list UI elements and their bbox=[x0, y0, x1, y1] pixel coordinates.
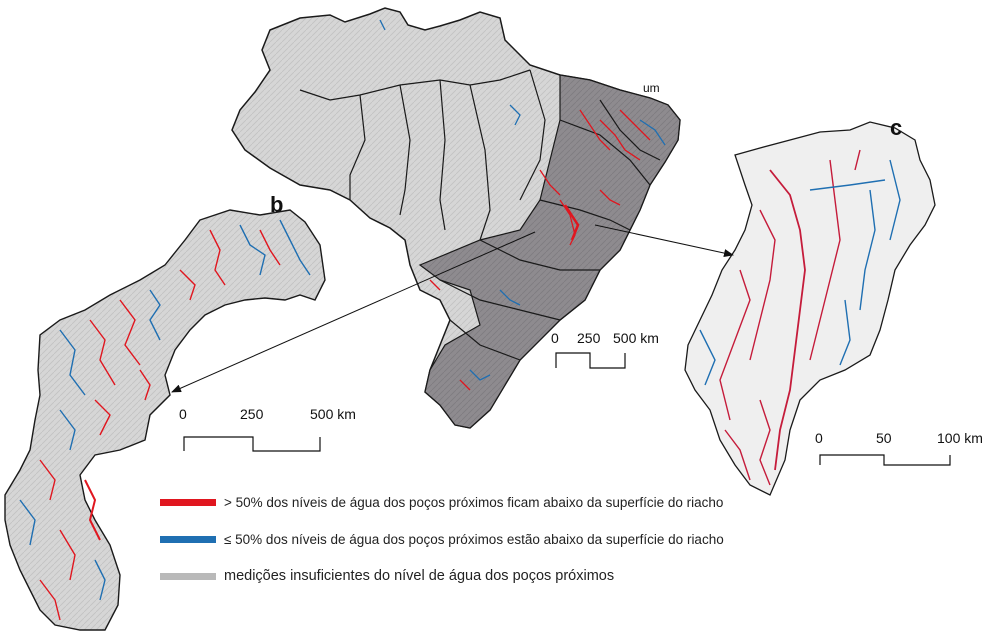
basin-b-streams bbox=[19, 219, 311, 621]
legend-label-gray: medições insuficientes do nível de água … bbox=[224, 568, 615, 584]
legend-swatch-red bbox=[160, 498, 216, 506]
basin-c-outline bbox=[684, 121, 936, 496]
scale-bar-a: 0 250 500 km bbox=[551, 330, 659, 369]
panel-c-subbasin-map: c 0 50 100 km bbox=[684, 115, 983, 496]
scale-b-tick-2: 500 km bbox=[310, 406, 356, 422]
scale-c-tick-2: 100 km bbox=[937, 430, 983, 446]
arrow-to-panel-b bbox=[171, 231, 536, 393]
scale-a-tick-0: 0 bbox=[551, 330, 559, 346]
legend-item-red: > 50% dos níveis de água dos poços próxi… bbox=[160, 492, 800, 512]
panel-c-letter: c bbox=[890, 115, 902, 140]
legend-label-red: > 50% dos níveis de água dos poços próxi… bbox=[224, 494, 724, 510]
scale-bar-c: 0 50 100 km bbox=[815, 430, 983, 466]
scale-a-tick-2: 500 km bbox=[613, 330, 659, 346]
panel-a-letter: um bbox=[643, 81, 660, 95]
brazil-basin-borders bbox=[299, 69, 661, 361]
basin-c-streams bbox=[699, 149, 901, 486]
legend-label-blue: ≤ 50% dos níveis de água dos poços próxi… bbox=[224, 531, 724, 547]
scale-a-tick-1: 250 bbox=[577, 330, 601, 346]
legend-swatch-gray bbox=[160, 572, 216, 580]
legend-item-blue: ≤ 50% dos níveis de água dos poços próxi… bbox=[160, 529, 800, 549]
legend-swatch-blue bbox=[160, 535, 216, 543]
scale-b-tick-0: 0 bbox=[179, 406, 187, 422]
scale-bar-b: 0 250 500 km bbox=[179, 406, 356, 452]
legend-item-gray: medições insuficientes do nível de água … bbox=[160, 566, 800, 586]
basin-b-outline bbox=[4, 209, 326, 631]
scale-b-tick-1: 250 bbox=[240, 406, 264, 422]
panel-b-letter: b bbox=[270, 192, 283, 217]
panel-a-brazil-map: um 0 250 500 km bbox=[231, 7, 681, 429]
arrow-to-panel-c bbox=[594, 224, 734, 257]
scale-c-tick-1: 50 bbox=[876, 430, 892, 446]
panel-b-basin-map: b 0 250 500 km bbox=[4, 192, 356, 631]
scale-c-tick-0: 0 bbox=[815, 430, 823, 446]
brazil-stream-lines bbox=[379, 19, 666, 391]
brazil-shaded-east bbox=[418, 74, 681, 429]
